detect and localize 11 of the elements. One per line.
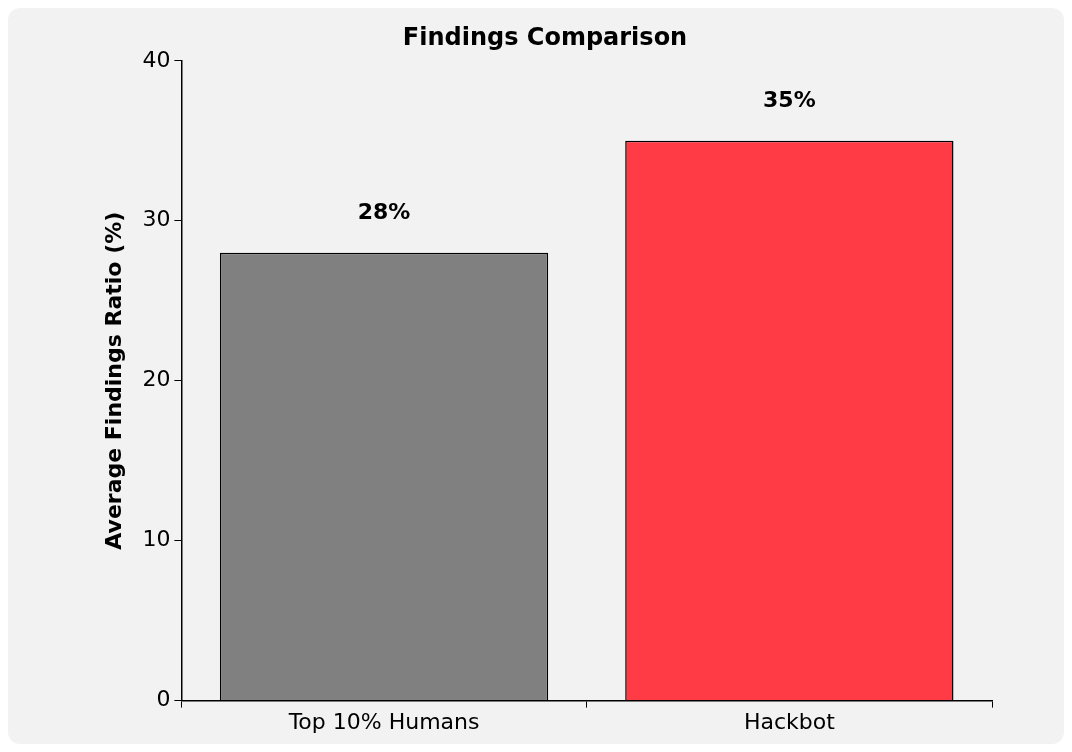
x-tick-label: Top 10% Humans xyxy=(287,708,480,734)
x-tick-label: Hackbot xyxy=(743,708,836,734)
y-tick-label: 10 xyxy=(142,526,171,552)
y-tick-label: 20 xyxy=(142,366,171,392)
y-tick-label: 0 xyxy=(156,686,171,712)
y-axis-title: Average Findings Ratio (%) xyxy=(100,211,126,550)
data-label: 28% xyxy=(357,199,411,225)
chart-title: Findings Comparison xyxy=(402,22,688,51)
y-tick-label: 30 xyxy=(142,206,171,232)
data-label: 35% xyxy=(763,87,816,113)
y-tick-label: 40 xyxy=(142,46,171,72)
